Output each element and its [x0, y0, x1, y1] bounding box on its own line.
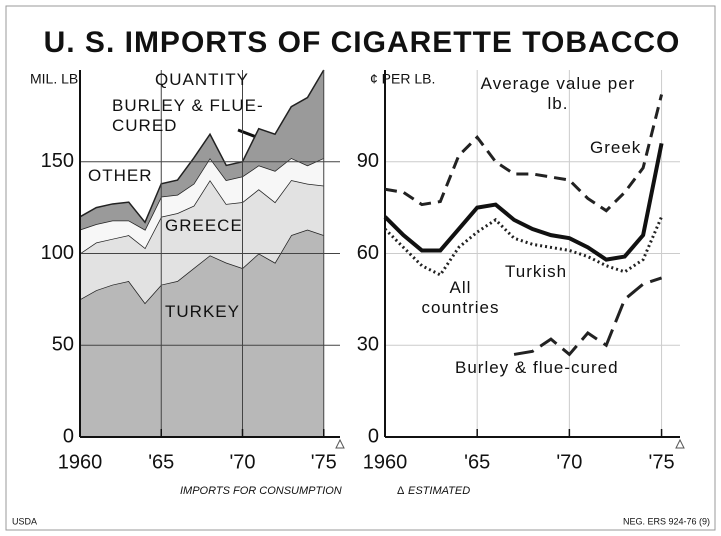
y-tick-label: 150 — [41, 150, 74, 172]
x-tick-label: 1960 — [58, 451, 103, 473]
series-label: Average value per lb. — [480, 74, 636, 113]
series-label: TURKEY — [165, 302, 240, 321]
series-label: QUANTITY — [155, 70, 249, 89]
area — [80, 70, 324, 230]
area — [80, 158, 324, 254]
y-axis-label: MIL. LB. — [30, 71, 82, 87]
area — [80, 229, 324, 437]
x-tick-label: '75 — [649, 451, 675, 473]
series-label: BURLEY & FLUE-CURED — [112, 96, 264, 135]
y-tick-label: 90 — [357, 150, 379, 172]
x-tick-label: 1960 — [363, 451, 408, 473]
series-label: Greek — [590, 138, 642, 157]
line — [384, 94, 664, 213]
line — [383, 143, 664, 262]
chart-title: U. S. IMPORTS OF CIGARETTE TOBACCO — [44, 26, 681, 59]
series-label: Turkish — [505, 262, 568, 281]
series-label: GREECE — [165, 216, 243, 235]
y-tick-label: 30 — [357, 334, 379, 356]
x-tick-label: '70 — [229, 451, 255, 473]
y-tick-label: 0 — [368, 425, 379, 447]
x-tick-label: '70 — [556, 451, 582, 473]
line — [513, 276, 663, 357]
series-label: All countries — [421, 278, 500, 317]
y-tick-label: 0 — [63, 425, 74, 447]
credit: NEG. ERS 924-76 (9) — [623, 516, 710, 526]
delta: Δ — [397, 485, 405, 497]
series-label: Burley & flue-cured — [455, 358, 619, 377]
series-label: OTHER — [88, 166, 153, 185]
y-tick-label: 50 — [52, 334, 74, 356]
frame — [5, 5, 716, 531]
x-tick-label: '65 — [464, 451, 490, 473]
area-edge — [79, 69, 325, 224]
x-tick-label: '75 — [311, 451, 337, 473]
y-tick-label: 100 — [41, 242, 74, 264]
credit: USDA — [12, 516, 37, 526]
footnote: ESTIMATED — [408, 485, 470, 497]
x-tick-label: '65 — [148, 451, 174, 473]
delta — [675, 438, 685, 449]
y-tick-label: 60 — [357, 242, 379, 264]
delta — [335, 438, 345, 449]
footnote: IMPORTS FOR CONSUMPTION — [180, 485, 342, 497]
y-axis-label: ¢ PER LB. — [370, 71, 435, 87]
area — [80, 180, 324, 304]
